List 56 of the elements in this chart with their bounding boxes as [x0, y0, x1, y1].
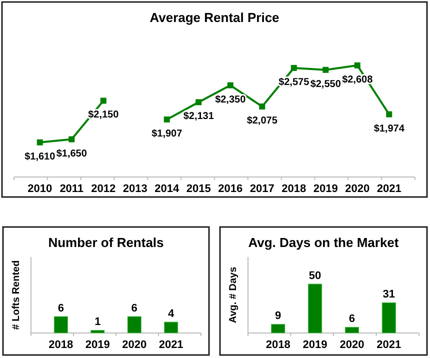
x-tick-label: 2019 — [313, 183, 338, 195]
point — [354, 62, 360, 68]
x-tick-label: 2016 — [218, 183, 243, 195]
point — [196, 99, 202, 106]
bar — [308, 284, 322, 334]
bar — [271, 324, 286, 334]
chart-title: Avg. Days on the Market — [248, 235, 400, 250]
x-tick-label: 2015 — [186, 183, 211, 195]
point — [259, 104, 266, 110]
data-label: 31 — [382, 288, 396, 301]
data-label: $2,075 — [246, 116, 278, 127]
data-label: $1,650 — [56, 148, 88, 160]
point — [290, 64, 297, 71]
chart-title: Average Rental Price — [150, 10, 280, 25]
data-label: 9 — [275, 310, 282, 322]
data-label: 6 — [131, 302, 138, 314]
x-tick-label: 2020 — [340, 339, 364, 351]
point — [164, 116, 170, 122]
data-label: $1,610 — [24, 151, 56, 162]
data-label: $1,907 — [152, 128, 183, 140]
x-tick-label: 2018 — [282, 183, 306, 195]
bar — [344, 326, 360, 334]
chart-title: Number of Rentals — [48, 235, 164, 250]
data-label: $2,350 — [215, 94, 246, 106]
x-tick-label: 2020 — [345, 183, 370, 195]
data-label: 4 — [168, 308, 176, 320]
x-tick-label: 2013 — [122, 183, 148, 195]
x-tick-label: 2019 — [85, 339, 110, 351]
data-label: 50 — [308, 270, 322, 282]
x-tick-label: 2014 — [154, 183, 180, 195]
data-label: $2,550 — [310, 78, 342, 90]
x-tick-label: 2020 — [122, 339, 147, 351]
x-tick-label: 2021 — [376, 339, 402, 351]
point — [386, 111, 392, 118]
data-label: $1,974 — [374, 123, 405, 134]
data-label: 6 — [348, 313, 356, 326]
point — [68, 136, 75, 142]
y-axis-title: Avg. # Days — [228, 266, 239, 324]
data-label: $2,131 — [183, 111, 214, 122]
x-tick-label: 2011 — [60, 183, 84, 195]
x-tick-label: 2019 — [302, 339, 328, 351]
x-tick-label: 2018 — [48, 339, 74, 351]
data-label: 1 — [94, 316, 101, 328]
y-axis-title: # Lofts Rented — [11, 260, 22, 330]
x-tick-label: 2021 — [376, 183, 402, 195]
data-label: 6 — [58, 302, 64, 314]
point — [36, 139, 43, 146]
point — [322, 66, 329, 73]
bar — [382, 302, 396, 334]
x-tick-label: 2012 — [91, 183, 116, 195]
x-tick-label: 2017 — [250, 183, 274, 195]
x-tick-label: 2010 — [28, 183, 52, 195]
x-tick-label: 2018 — [266, 339, 290, 351]
point — [227, 82, 234, 88]
point — [100, 98, 106, 104]
x-tick-label: 2021 — [158, 339, 184, 351]
